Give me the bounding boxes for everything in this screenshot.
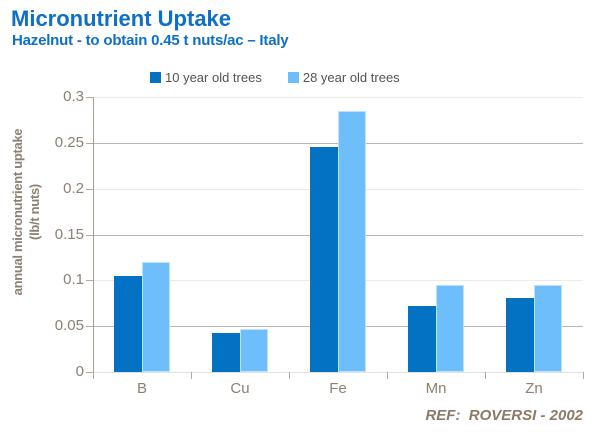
y-axis-line [93, 97, 94, 379]
x-axis-label: Fe [329, 380, 347, 397]
legend-swatch-light-blue [287, 72, 299, 83]
chart-legend: 10 year old trees 28 year old trees [150, 70, 400, 85]
y-axis-tick-label: 0.05 [54, 317, 84, 335]
y-axis-tick-label: 0.1 [63, 271, 84, 289]
x-axis-tick-mark [583, 372, 584, 379]
x-axis-label: Zn [525, 380, 543, 397]
x-axis-baseline [93, 371, 583, 373]
y-axis-tick-mark [86, 326, 93, 328]
chart-subtitle: Hazelnut - to obtain 0.45 t nuts/ac – It… [12, 32, 289, 49]
x-axis-label: Cu [230, 380, 250, 397]
y-axis-tick-mark [86, 280, 93, 282]
bar-Zn-light [534, 285, 562, 372]
bar-Cu-dark [212, 333, 240, 372]
x-axis-tick-mark [387, 372, 388, 379]
bar-B-dark [114, 276, 142, 372]
legend-swatch-dark-blue [150, 72, 161, 83]
x-axis-tick-mark [485, 372, 486, 379]
y-axis-tick-mark [86, 142, 93, 144]
x-axis-label: B [136, 380, 147, 397]
bar-Mn-dark [408, 306, 436, 372]
chart-title: Micronutrient Uptake [11, 6, 232, 31]
bar-Fe-light [338, 111, 366, 372]
y-axis-tick-mark [86, 97, 93, 98]
y-axis-tick-label: 0 [75, 363, 84, 380]
x-axis-label: Mn [425, 380, 447, 397]
y-axis-tick-mark [86, 234, 93, 236]
bar-Mn-light [436, 285, 464, 372]
x-axis-tick-mark [191, 372, 192, 379]
legend-item-28-year: 28 year old trees [287, 70, 400, 85]
bar-Zn-dark [506, 298, 534, 372]
x-axis-tick-mark [289, 372, 290, 379]
y-axis-tick-label: 0.3 [63, 88, 84, 105]
legend-label: 10 year old trees [165, 70, 262, 85]
gridline [93, 97, 583, 98]
y-axis-tick-label: 0.25 [54, 133, 84, 151]
reference-note: REF: ROVERSI - 2002 [425, 407, 583, 424]
bar-Cu-light [240, 329, 268, 372]
legend-item-10-year: 10 year old trees [150, 70, 262, 85]
bar-Fe-dark [310, 147, 338, 372]
legend-label: 28 year old trees [302, 70, 400, 85]
bar-B-light [142, 262, 170, 372]
y-axis-tick-label: 0.2 [63, 179, 84, 197]
y-axis-tick-mark [86, 188, 93, 190]
x-axis-tick-mark [93, 372, 94, 379]
y-axis-tick-label: 0.15 [54, 225, 84, 243]
y-axis-tick-mark [86, 372, 93, 373]
